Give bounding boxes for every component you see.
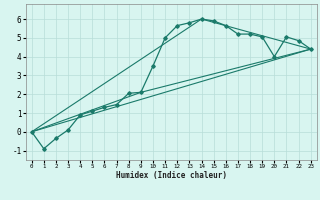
X-axis label: Humidex (Indice chaleur): Humidex (Indice chaleur) <box>116 171 227 180</box>
